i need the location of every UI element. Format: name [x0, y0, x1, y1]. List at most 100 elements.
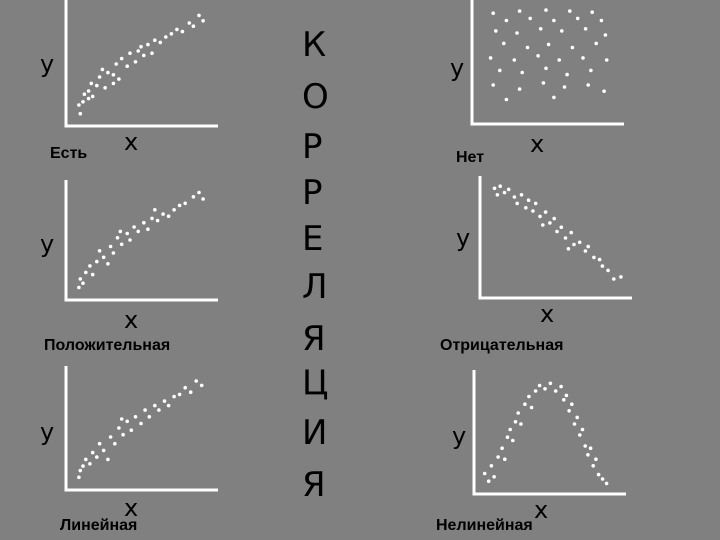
data-point — [519, 422, 523, 426]
data-point — [572, 242, 576, 247]
data-point — [519, 193, 524, 197]
data-point — [575, 16, 580, 21]
data-point — [583, 249, 588, 253]
data-point — [153, 208, 157, 212]
data-point — [153, 38, 157, 42]
data-point — [559, 225, 564, 229]
data-point — [150, 51, 154, 55]
data-point — [153, 403, 157, 408]
data-point — [106, 262, 110, 266]
data-point — [78, 111, 83, 116]
data-point — [492, 186, 497, 191]
data-point — [581, 56, 585, 60]
axes — [472, 370, 626, 496]
data-point — [133, 60, 138, 64]
data-point — [147, 415, 152, 419]
data-point — [599, 18, 604, 23]
data-point — [580, 427, 585, 432]
data-point — [528, 16, 532, 21]
data-point — [544, 66, 548, 71]
data-point — [491, 11, 496, 15]
data-point — [119, 56, 124, 61]
data-point — [575, 415, 579, 420]
data-point — [136, 49, 140, 53]
data-point — [512, 195, 517, 199]
x-axis-label: x — [124, 128, 138, 156]
data-point — [108, 435, 113, 439]
data-point — [567, 409, 571, 413]
data-point — [95, 83, 99, 88]
data-point — [89, 81, 94, 86]
data-point — [600, 264, 605, 268]
data-point — [502, 190, 507, 195]
data-point — [177, 392, 182, 397]
data-point — [552, 216, 556, 221]
scatter-points — [488, 8, 609, 102]
data-point — [594, 457, 598, 462]
data-point — [111, 81, 116, 86]
panel-caption: Отрицательная — [440, 337, 563, 354]
data-point — [504, 97, 509, 102]
panel-positive: y x Положительная — [40, 180, 218, 354]
data-point — [504, 18, 509, 23]
data-point — [166, 403, 171, 408]
title-letter: Р — [302, 173, 323, 213]
data-point — [78, 277, 83, 281]
data-point — [496, 455, 500, 459]
data-point — [183, 385, 187, 390]
data-point — [568, 9, 572, 13]
data-point — [564, 393, 569, 398]
data-point — [488, 56, 493, 60]
axes — [470, 0, 624, 126]
panel-caption: Есть — [50, 145, 87, 162]
data-point — [538, 27, 543, 31]
data-point — [517, 9, 522, 13]
data-point — [495, 193, 500, 197]
data-point — [150, 216, 154, 221]
data-point — [543, 387, 547, 391]
data-point — [583, 444, 587, 448]
data-point — [197, 13, 201, 18]
data-point — [548, 381, 553, 386]
data-point — [531, 209, 535, 213]
data-point — [506, 187, 511, 192]
data-point — [604, 481, 609, 486]
title-letter: Я — [302, 465, 326, 505]
y-axis-label: y — [452, 422, 466, 450]
data-point — [588, 446, 593, 451]
x-axis-label: x — [534, 496, 548, 524]
data-point — [111, 73, 116, 77]
data-point — [536, 54, 540, 58]
data-point — [172, 394, 176, 399]
panel-est: y x Есть — [40, 0, 218, 162]
data-point — [201, 19, 205, 23]
data-point — [166, 214, 171, 218]
axes — [64, 366, 218, 492]
data-point — [191, 195, 196, 199]
title-letter: О — [302, 77, 329, 117]
data-point — [591, 464, 595, 468]
data-point — [603, 33, 608, 37]
data-point — [77, 103, 81, 107]
data-point — [492, 475, 496, 479]
data-point — [199, 383, 204, 388]
data-point — [172, 208, 176, 212]
data-point — [578, 433, 582, 437]
data-point — [132, 225, 136, 229]
data-point — [90, 450, 95, 455]
data-point — [515, 201, 519, 206]
panel-caption: Положительная — [44, 337, 170, 354]
data-point — [128, 51, 132, 55]
data-point — [491, 83, 496, 87]
data-point — [194, 379, 198, 383]
data-point — [516, 411, 520, 415]
data-point — [538, 214, 542, 219]
data-point — [498, 68, 502, 73]
data-point — [90, 94, 95, 99]
data-point — [541, 223, 545, 227]
data-point — [115, 236, 120, 240]
data-point — [95, 259, 99, 264]
data-point — [90, 272, 95, 277]
data-point — [589, 68, 593, 73]
